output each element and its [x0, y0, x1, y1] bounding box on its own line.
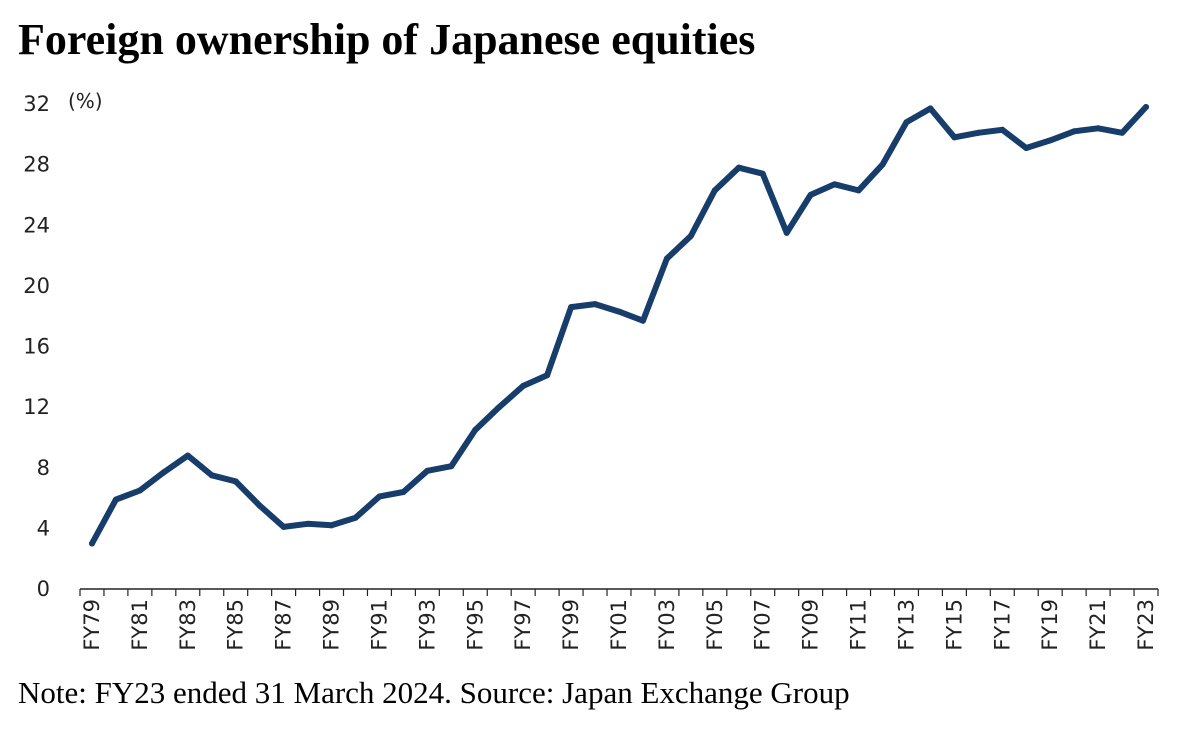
data-point: [879, 161, 886, 168]
y-tick-label: 16: [23, 335, 50, 359]
data-point: [927, 105, 934, 112]
x-tick-label: FY15: [942, 599, 966, 651]
data-point: [184, 452, 191, 459]
data-point: [1071, 128, 1078, 135]
x-tick-label: FY87: [272, 599, 296, 651]
data-point: [232, 478, 239, 485]
y-tick-label: 28: [23, 153, 50, 177]
x-tick-label: FY85: [224, 599, 248, 651]
x-tick-label: FY05: [703, 599, 727, 651]
data-point: [208, 472, 215, 479]
x-tick-label: FY17: [990, 599, 1014, 651]
data-point: [616, 308, 622, 315]
data-point: [544, 372, 551, 379]
x-tick-label: FY93: [415, 599, 439, 651]
ownership-series-line: [89, 104, 1149, 547]
y-tick-label: 8: [37, 456, 50, 480]
x-tick-label: FY81: [128, 599, 152, 651]
data-point: [1095, 125, 1102, 132]
x-tick-label: FY07: [751, 599, 775, 651]
data-point: [88, 540, 95, 547]
data-point: [807, 191, 814, 198]
x-tick-label: FY01: [607, 599, 631, 651]
x-tick-label: FY95: [463, 599, 487, 651]
x-tick-label: FY03: [655, 599, 679, 651]
y-tick-label: 0: [37, 577, 50, 601]
x-axis-tick-marks: [79, 589, 1159, 596]
data-point: [639, 317, 646, 324]
data-point: [328, 522, 335, 529]
data-point: [783, 229, 790, 236]
data-point: [999, 126, 1006, 133]
y-tick-label: 4: [37, 516, 50, 540]
data-point: [136, 487, 143, 494]
x-tick-label: FY11: [847, 599, 871, 651]
y-tick-label: 24: [23, 213, 50, 237]
x-tick-label: FY83: [176, 599, 200, 651]
data-point: [472, 426, 479, 433]
data-point: [831, 181, 838, 188]
data-point: [1143, 104, 1150, 111]
data-point: [975, 129, 982, 136]
x-tick-label: FY91: [367, 599, 391, 651]
data-point: [951, 134, 958, 141]
data-point: [112, 496, 119, 503]
y-axis-unit-label: (%): [68, 89, 103, 113]
x-tick-label: FY89: [320, 599, 344, 651]
data-point: [1047, 137, 1054, 144]
y-axis-ticks: 0 4 8 12 16 20 24 28 32: [23, 92, 50, 601]
data-point: [759, 170, 766, 177]
data-point: [735, 164, 742, 171]
data-point: [400, 489, 407, 495]
data-point: [352, 514, 359, 521]
data-point: [496, 404, 503, 411]
data-point: [711, 187, 718, 194]
x-tick-label: FY23: [1134, 599, 1158, 651]
data-point: [903, 119, 910, 126]
x-tick-label: FY99: [559, 599, 583, 651]
y-tick-label: 32: [23, 92, 50, 116]
x-axis-labels: FY79 FY81 FY83 FY85 FY87 FY89 FY91 FY93 FY95 FY97…: [80, 599, 1158, 651]
data-point: [568, 304, 575, 311]
data-points: [88, 104, 1150, 547]
x-tick-label: FY21: [1086, 599, 1110, 651]
y-tick-label: 12: [23, 395, 50, 419]
x-tick-label: FY97: [511, 599, 535, 651]
data-point: [304, 520, 311, 527]
data-point: [1119, 129, 1126, 136]
x-tick-label: FY09: [799, 599, 823, 651]
data-point: [687, 232, 694, 239]
x-tick-label: FY79: [80, 599, 104, 651]
y-tick-label: 20: [23, 274, 50, 298]
data-point: [256, 502, 263, 509]
data-point: [280, 523, 287, 530]
chart-title: Foreign ownership of Japanese equities: [18, 15, 756, 64]
data-point: [592, 301, 599, 308]
data-point: [1023, 144, 1030, 151]
x-tick-label: FY19: [1038, 599, 1062, 651]
source-note: Note: FY23 ended 31 March 2024. Source: …: [18, 675, 850, 710]
data-point: [160, 469, 167, 476]
data-point: [520, 382, 527, 389]
x-tick-label: FY13: [894, 599, 918, 651]
data-point: [424, 467, 431, 474]
data-point: [376, 493, 383, 500]
data-point: [448, 463, 455, 470]
data-point: [663, 255, 670, 262]
data-point: [855, 187, 862, 194]
